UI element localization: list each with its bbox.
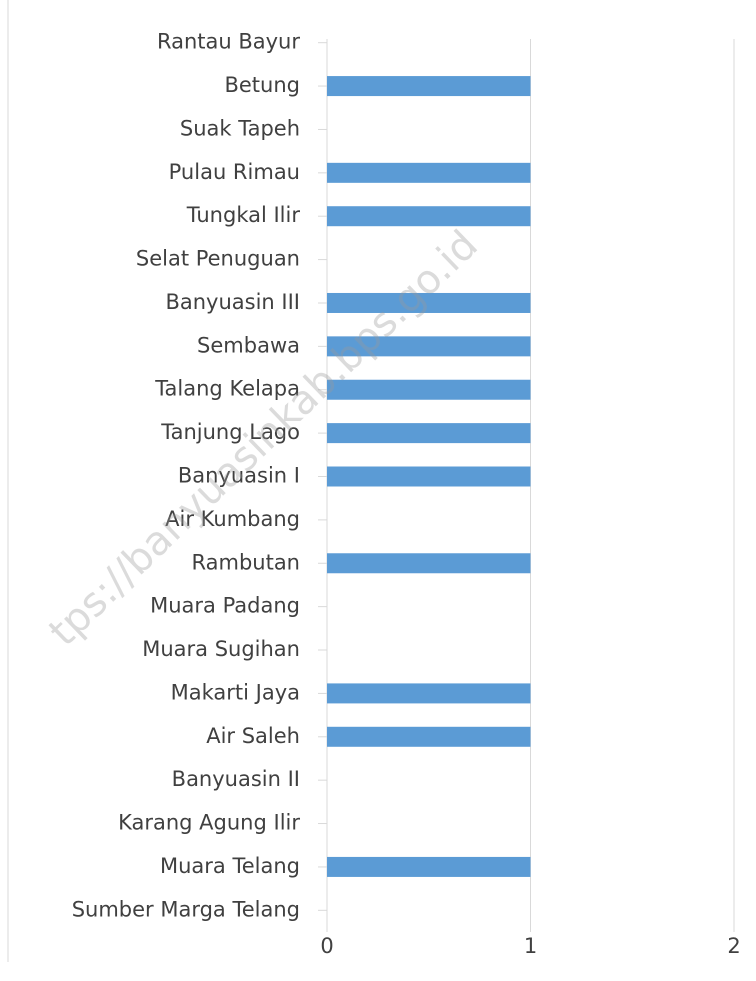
bar [327, 379, 531, 400]
y-tick-label: Rambutan [191, 550, 300, 574]
bar [327, 553, 531, 574]
bar [327, 466, 531, 487]
x-tick-label: 2 [727, 934, 740, 958]
y-tick-label: Banyuasin II [172, 767, 300, 791]
y-tick-label: Betung [224, 73, 300, 97]
y-tick-label: Tanjung Lago [160, 420, 300, 444]
bar [327, 726, 531, 747]
y-tick-label: Makarti Jaya [171, 680, 300, 704]
bar [327, 206, 531, 227]
y-tick-label: Tungkal Ilir [186, 203, 301, 227]
bar [327, 292, 531, 313]
y-tick-label: Pulau Rimau [169, 160, 300, 184]
bar [327, 856, 531, 877]
y-tick-label: Muara Padang [150, 594, 300, 618]
bar [327, 336, 531, 357]
bar [327, 683, 531, 704]
y-tick-label: Muara Sugihan [142, 637, 300, 661]
y-tick-label: Muara Telang [160, 854, 300, 878]
y-tick-label: Banyuasin I [178, 464, 300, 488]
y-tick-label: Air Kumbang [165, 507, 300, 531]
bar [327, 423, 531, 444]
y-tick-label: Sumber Marga Telang [72, 897, 300, 921]
y-tick-label: Karang Agung Ilir [118, 811, 300, 835]
y-tick-label: Selat Penuguan [136, 247, 300, 271]
y-tick-label: Air Saleh [206, 724, 300, 748]
y-tick-label: Sembawa [197, 333, 300, 357]
bar [327, 76, 531, 97]
y-tick-label: Rantau Bayur [157, 30, 300, 54]
y-tick-label: Talang Kelapa [154, 377, 300, 401]
x-tick-label: 0 [320, 934, 333, 958]
y-tick-label: Banyuasin III [165, 290, 300, 314]
bar [327, 162, 531, 183]
x-tick-label: 1 [524, 934, 537, 958]
y-tick-label: Suak Tapeh [180, 116, 300, 140]
